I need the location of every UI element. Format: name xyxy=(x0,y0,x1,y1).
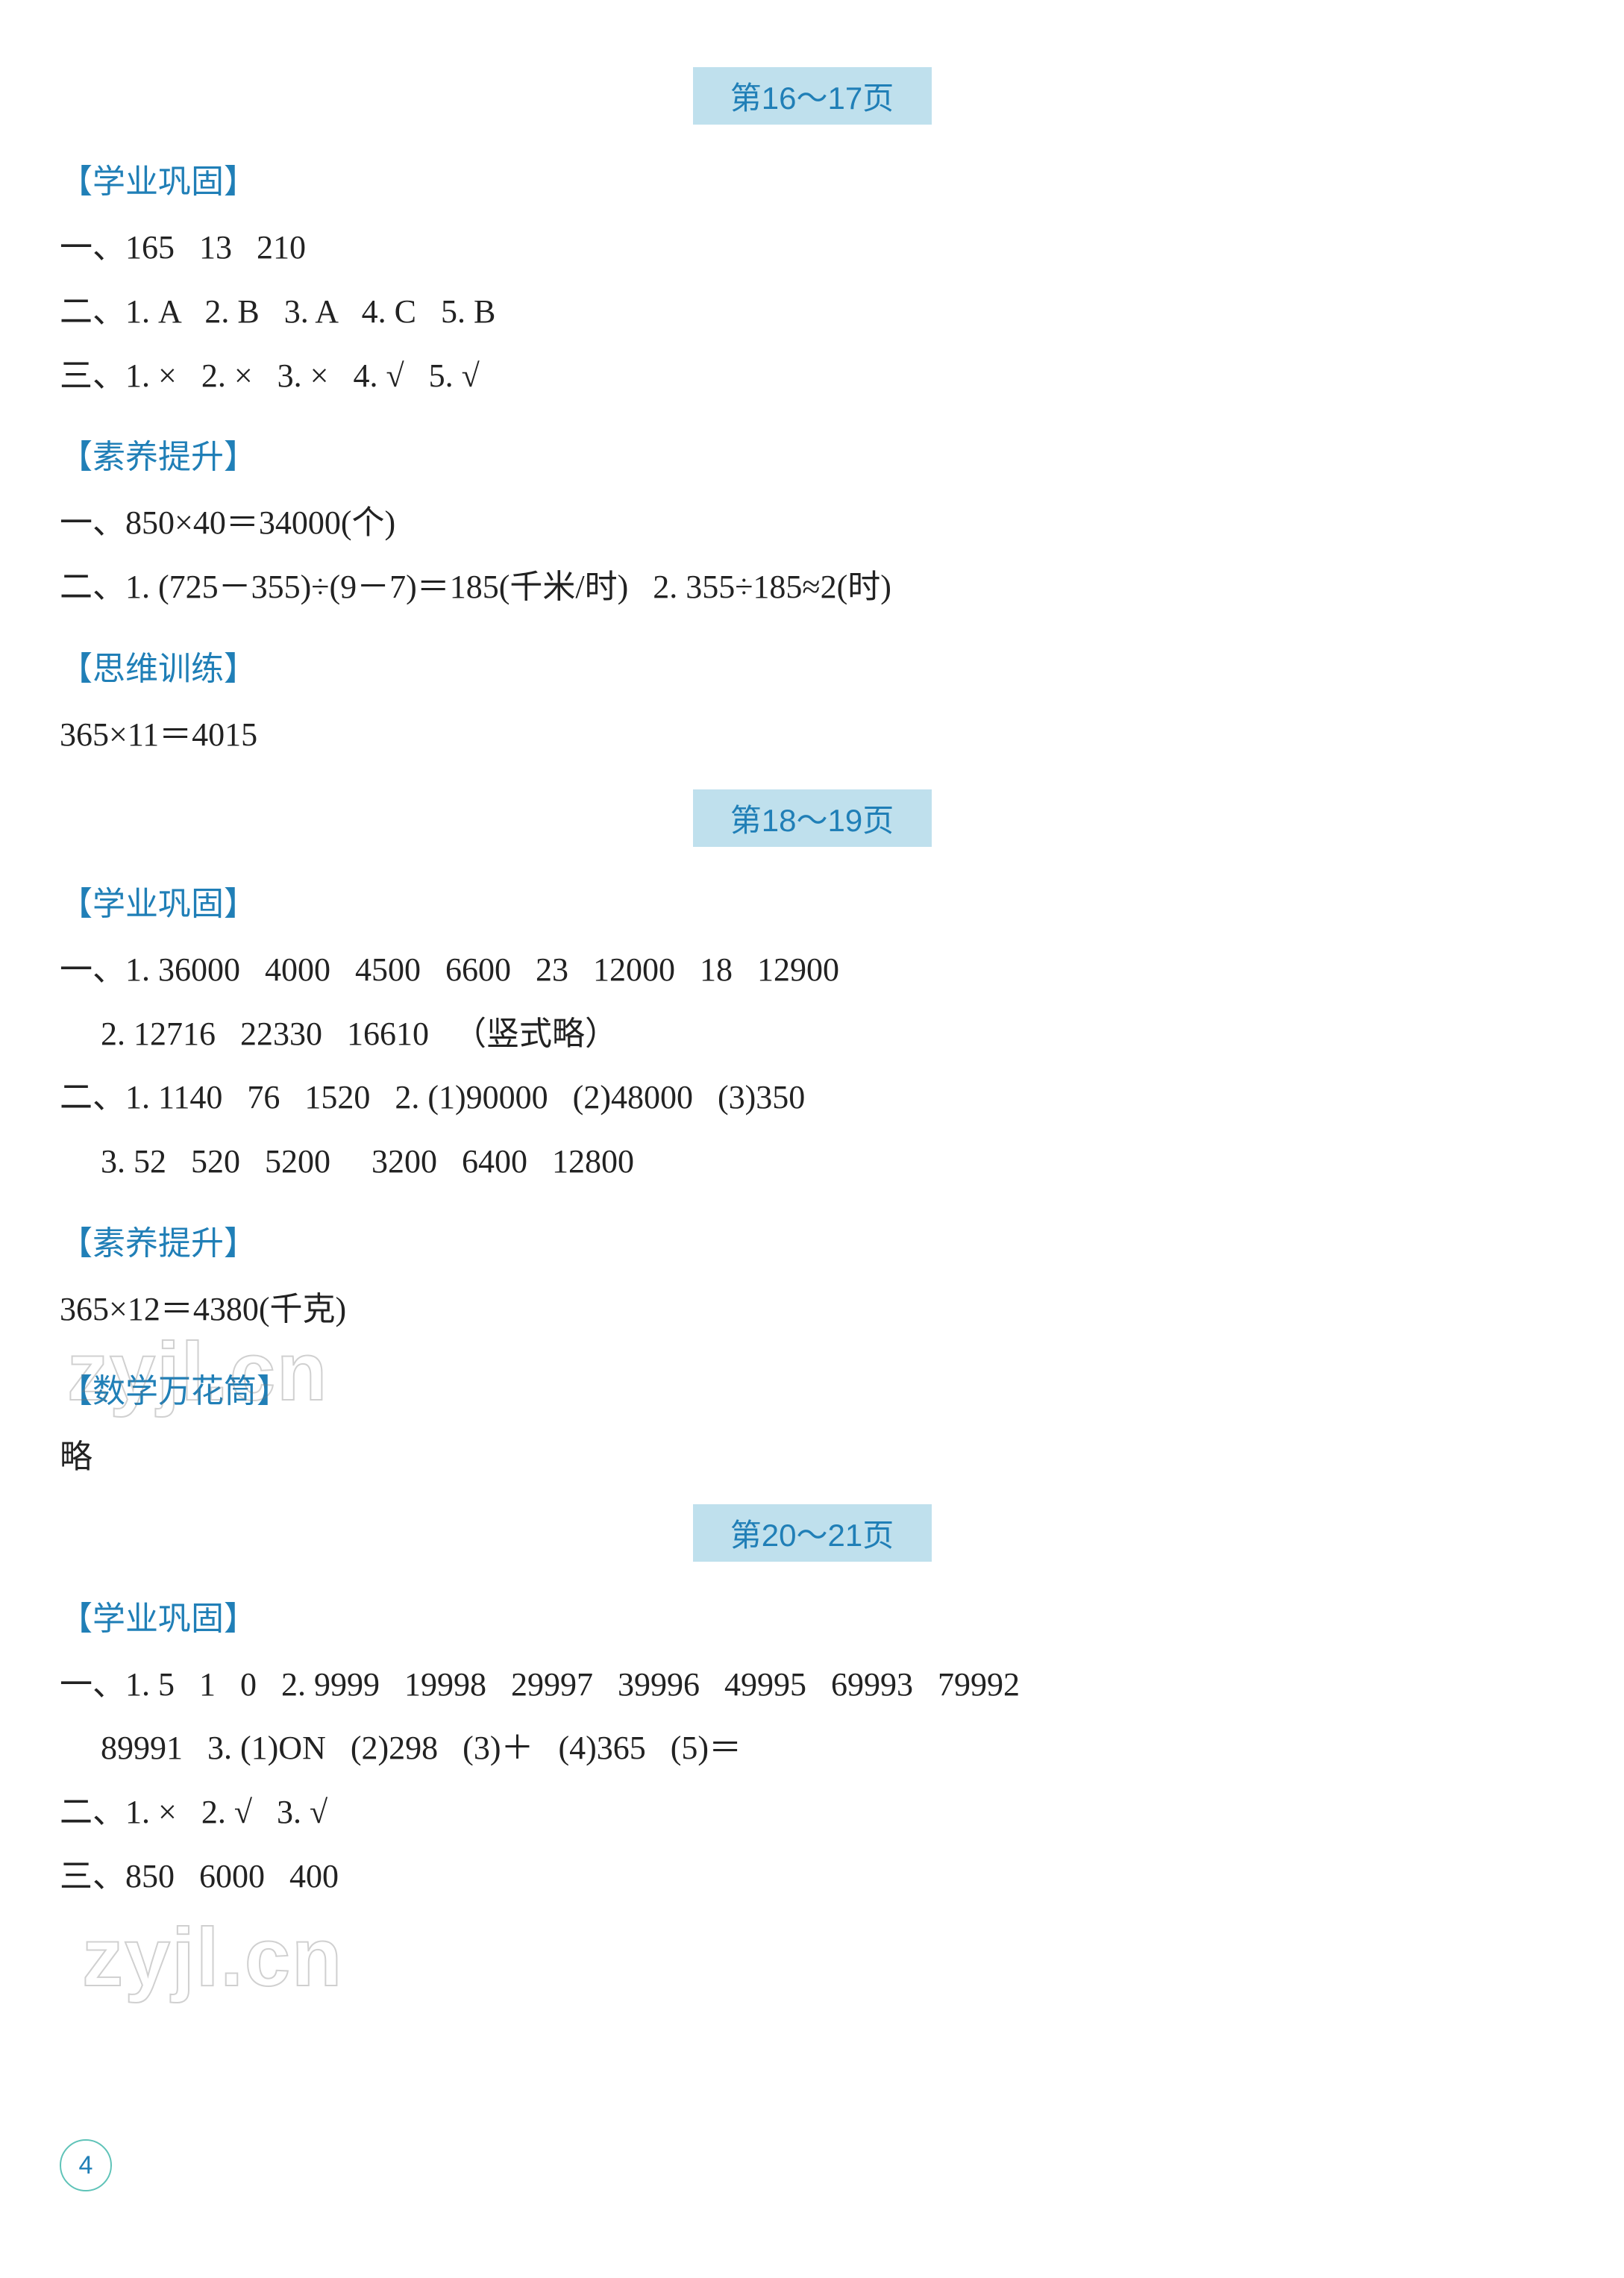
section-label: 【学业巩固】 xyxy=(60,1592,1564,1639)
answer-line: 89991 3. (1)ON (2)298 (3)＋ (4)365 (5)＝ xyxy=(60,1716,1564,1780)
answer-line: 略 xyxy=(60,1425,1564,1489)
section-label: 【数学万花筒】 xyxy=(60,1364,1564,1412)
answer-line: 二、1. (725－355)÷(9－7)＝185(千米/时) 2. 355÷18… xyxy=(60,555,1564,619)
answer-line: 一、850×40＝34000(个) xyxy=(60,491,1564,555)
answer-line: 三、1. × 2. × 3. × 4. √ 5. √ xyxy=(60,344,1564,408)
answer-line: 一、165 13 210 xyxy=(60,216,1564,280)
answer-line: 365×12＝4380(千克) xyxy=(60,1277,1564,1342)
page-number-circle: 4 xyxy=(60,2139,112,2191)
answer-line: 2. 12716 22330 16610 （竖式略） xyxy=(60,1002,1564,1066)
section-label: 【素养提升】 xyxy=(60,430,1564,478)
page-range-header: 第20～21页 xyxy=(693,1504,932,1562)
page-number: 4 xyxy=(60,2139,109,2188)
answer-line: 二、1. A 2. B 3. A 4. C 5. B xyxy=(60,280,1564,344)
section-label: 【思维训练】 xyxy=(60,642,1564,689)
answer-line: 一、1. 5 1 0 2. 9999 19998 29997 39996 499… xyxy=(60,1653,1564,1717)
answer-line: 二、1. × 2. √ 3. √ xyxy=(60,1780,1564,1844)
answer-line: 二、1. 1140 76 1520 2. (1)90000 (2)48000 (… xyxy=(60,1066,1564,1130)
answer-line: 365×11＝4015 xyxy=(60,703,1564,767)
section-label: 【学业巩固】 xyxy=(60,877,1564,924)
section-label: 【学业巩固】 xyxy=(60,154,1564,202)
page-number-text: 4 xyxy=(79,2151,93,2180)
page: 第16～17页 【学业巩固】 一、165 13 210 二、1. A 2. B … xyxy=(0,0,1624,2278)
section-label: 【素养提升】 xyxy=(60,1216,1564,1264)
answer-line: 3. 52 520 5200 3200 6400 12800 xyxy=(60,1130,1564,1194)
page-range-header: 第18～19页 xyxy=(693,789,932,847)
answer-line: 一、1. 36000 4000 4500 6600 23 12000 18 12… xyxy=(60,938,1564,1002)
page-range-header: 第16～17页 xyxy=(693,67,932,125)
answer-line: 三、850 6000 400 xyxy=(60,1844,1564,1909)
watermark: zyjl.cn xyxy=(82,1910,343,2005)
